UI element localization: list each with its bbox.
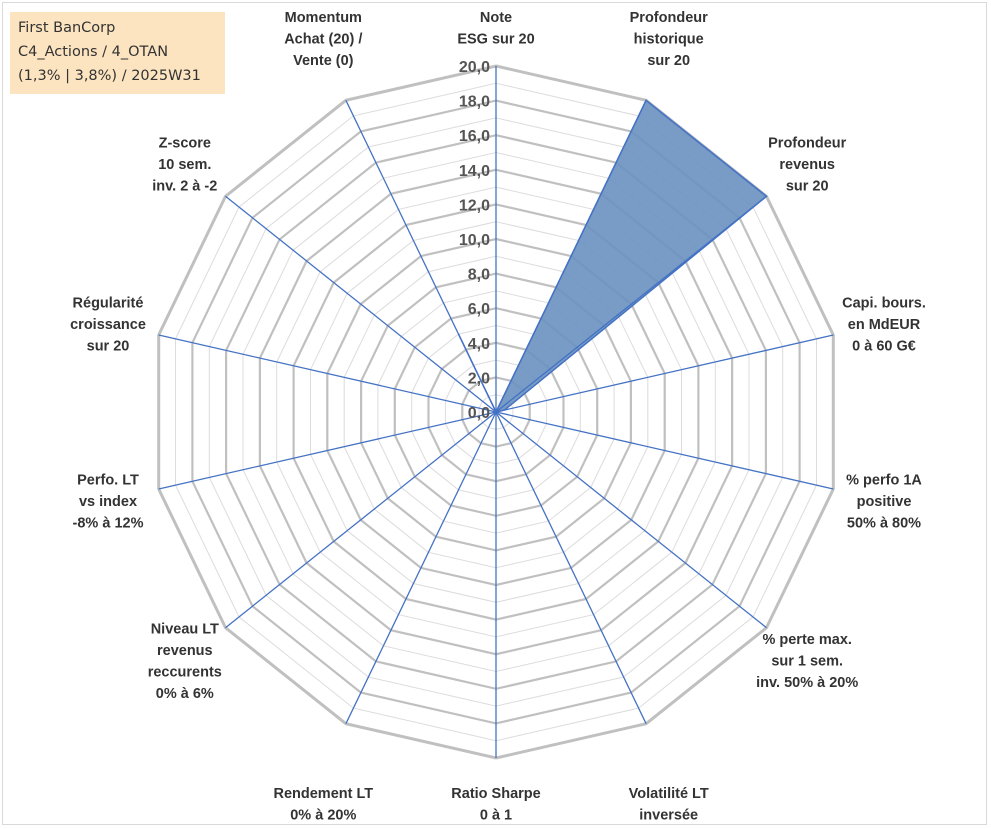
axis-label: Niveau LT revenus reccurents 0% à 6% [148,621,222,702]
tick-label: 20,0 [459,59,490,76]
tick-label: 8,0 [468,267,490,284]
label-layer: Note ESG sur 20 Profondeur historique sur 20… [70,10,926,829]
tick-layer: 0,0 2,0 4,0 6,0 8,0 10,0 12,0 14,0 16,0 18,0 20,0 [459,59,490,422]
axis-spoke [158,334,497,413]
axis-label: Volatilité LTinversée40% à 0% [629,786,709,829]
tick-label: 4,0 [468,336,490,353]
axis-label: Note ESG sur 20 [457,10,534,48]
company-name: First BanCorp [18,20,116,36]
axis-label: Régularité croissance sur 20 [70,295,146,354]
axis-label: % perte max. sur 1 sem. inv. 50% à 20% [756,632,858,691]
tick-label: 14,0 [459,163,490,180]
axis-spoke [495,411,647,724]
info-box: First BanCorp C4_Actions / 4_OTAN (1,3% … [10,12,225,94]
axis-label: Ratio Sharpe 0 à 1 [451,786,540,824]
axis-spoke [495,411,767,629]
tick-label: 12,0 [459,197,490,214]
axis-spoke [495,195,767,413]
axis-label: Rendement LT 0% à 20% [273,786,373,824]
tick-label: 6,0 [468,301,490,318]
tick-label: 0,0 [468,405,490,422]
axis-label: Profondeur historique sur 20 [630,10,708,69]
axis-label: % perfo 1A positive 50% à 80% [846,472,922,531]
tick-label: 18,0 [459,94,490,111]
tick-label: 2,0 [468,370,490,387]
axis-spoke [495,100,647,413]
period-label: (1,3% | 3,8%) / 2025W31 [18,68,201,84]
axis-label: Z-score 10 sem. inv. 2 à -2 [152,136,217,195]
axis-spoke [345,411,497,724]
axis-label: Profondeur revenus sur 20 [768,136,846,195]
category-label: C4_Actions / 4_OTAN [18,44,169,60]
axis-spoke [225,195,497,413]
axis-spoke [158,411,497,490]
axis-spoke [345,100,497,413]
axis-spoke [225,411,497,629]
axis-label: Capi. bours. en MdEUR 0 à 60 G€ [842,295,926,354]
tick-label: 10,0 [459,232,490,249]
axis-spoke [495,411,834,490]
axis-label: Perfo. LT vs index -8% à 12% [73,472,144,531]
axis-label: Momentum Achat (20) / Vente (0) [284,10,362,69]
tick-label: 16,0 [459,128,490,145]
spoke-layer [158,66,834,758]
axis-spoke [495,334,834,413]
